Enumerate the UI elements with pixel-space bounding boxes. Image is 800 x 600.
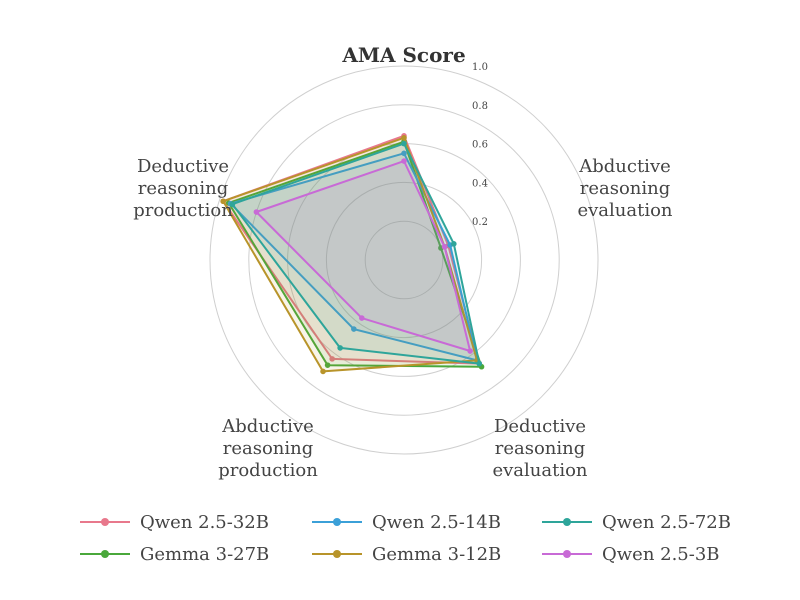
- legend-item: Gemma 3-12B: [312, 540, 501, 568]
- axis-label: reasoning: [138, 178, 229, 199]
- data-point: [476, 360, 483, 367]
- legend-label: Qwen 2.5-72B: [602, 511, 731, 533]
- r-tick-label: 1.0: [472, 62, 488, 73]
- axis-label: Deductive: [137, 156, 229, 177]
- legend-item: Qwen 2.5-32B: [80, 508, 269, 536]
- legend-item: Gemma 3-27B: [80, 540, 269, 568]
- axis-label: production: [218, 460, 318, 481]
- data-point: [351, 326, 357, 332]
- series-line: [255, 160, 472, 352]
- legend-swatch: [80, 508, 130, 536]
- legend-swatch: [312, 508, 362, 536]
- data-point: [324, 362, 331, 368]
- data-point: [467, 348, 473, 354]
- grid-ring: [209, 65, 599, 455]
- data-point: [229, 201, 236, 208]
- data-point: [401, 140, 407, 147]
- axis-label: Deductive: [494, 416, 586, 437]
- radar-series: [220, 133, 485, 375]
- legend-swatch: [312, 540, 362, 568]
- axis-label: Abductive: [221, 416, 314, 437]
- axis-label: reasoning: [495, 438, 586, 459]
- legend-label: Qwen 2.5-3B: [602, 543, 720, 565]
- axis-label: reasoning: [580, 178, 671, 199]
- legend-item: Qwen 2.5-3B: [542, 540, 720, 568]
- axis-label: reasoning: [223, 438, 314, 459]
- legend-label: Gemma 3-12B: [372, 543, 502, 565]
- data-point: [441, 244, 448, 250]
- r-tick-label: 0.4: [472, 178, 488, 189]
- r-tick-label: 0.6: [472, 140, 488, 151]
- chart-legend: Qwen 2.5-32B Gemma 3-27B Qwen 2.5-14B Gemma…: [0, 500, 800, 580]
- legend-label: Qwen 2.5-14B: [372, 511, 501, 533]
- legend-swatch: [542, 508, 592, 536]
- grid-ring: [325, 181, 483, 339]
- grid-ring: [364, 220, 444, 300]
- r-tick-label: 0.8: [472, 101, 488, 112]
- data-point: [220, 198, 226, 205]
- legend-label: Gemma 3-27B: [140, 543, 270, 565]
- axis-label: Abductive: [578, 156, 671, 177]
- data-point: [253, 209, 260, 215]
- axis-label: production: [133, 200, 233, 221]
- axis-label: evaluation: [492, 460, 587, 481]
- data-point: [451, 241, 457, 247]
- data-point: [359, 315, 365, 321]
- data-point: [401, 150, 407, 157]
- legend-item: Qwen 2.5-14B: [312, 508, 501, 536]
- data-point: [320, 368, 326, 375]
- legend-swatch: [542, 540, 592, 568]
- grid-ring: [248, 104, 560, 416]
- radar-labels: 0.20.40.60.81.0Abductivereasoningevaluat…: [133, 43, 673, 481]
- data-point: [401, 134, 407, 141]
- data-point: [337, 345, 343, 351]
- legend-swatch: [80, 540, 130, 568]
- chart-title: AMA Score: [341, 43, 465, 67]
- data-point: [329, 356, 335, 362]
- legend-label: Qwen 2.5-32B: [140, 511, 269, 533]
- axis-label: evaluation: [577, 200, 672, 221]
- radar-grid: [209, 65, 599, 455]
- legend-item: Qwen 2.5-72B: [542, 508, 731, 536]
- r-tick-label: 0.2: [472, 217, 488, 228]
- data-point: [401, 158, 407, 164]
